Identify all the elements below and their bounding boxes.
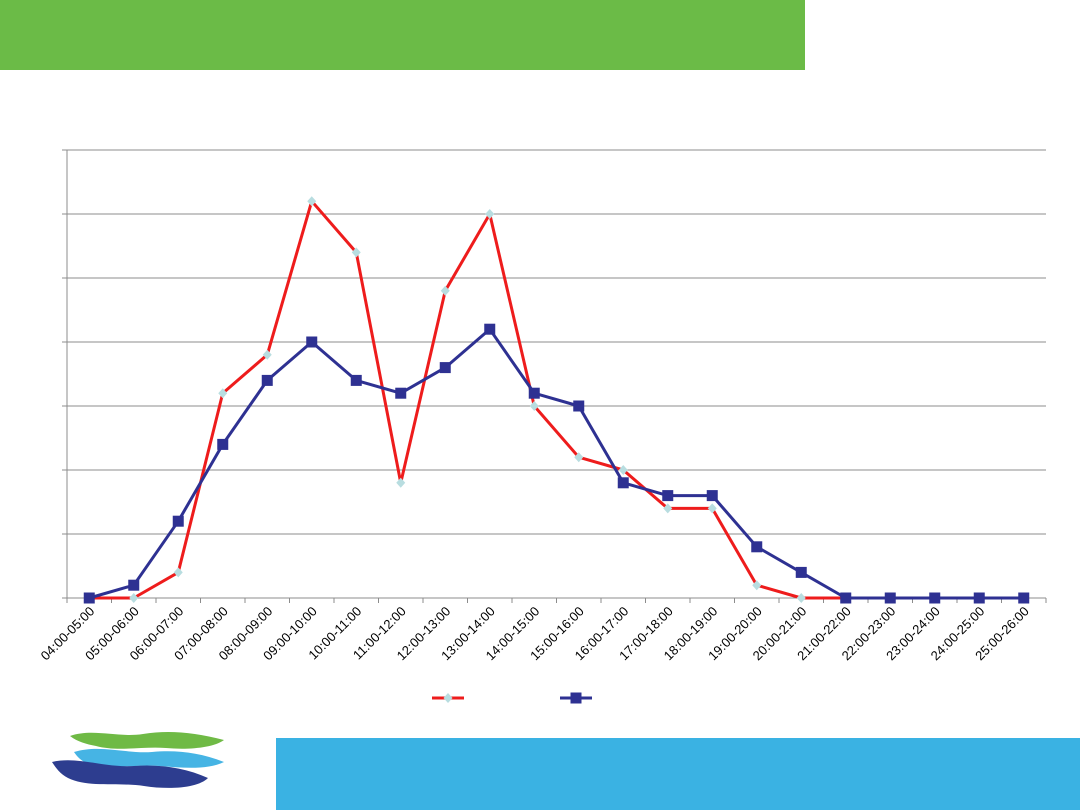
top-header-bar bbox=[0, 0, 805, 70]
series-2-point bbox=[840, 592, 852, 604]
series-2-point bbox=[884, 592, 896, 604]
series-2-point bbox=[573, 400, 585, 412]
series-2-point bbox=[350, 374, 362, 386]
series-1-point bbox=[173, 567, 183, 578]
company-logo bbox=[52, 732, 224, 788]
series-2-point bbox=[751, 541, 763, 553]
series-2-point bbox=[172, 515, 184, 527]
series-2-point bbox=[973, 592, 985, 604]
series-2-point bbox=[795, 566, 807, 578]
series-1-point bbox=[707, 503, 717, 514]
series-2-point bbox=[484, 323, 496, 335]
series-1-point bbox=[307, 196, 317, 207]
series-1-point bbox=[574, 452, 584, 463]
series-1-point bbox=[796, 593, 806, 603]
series-1-point bbox=[485, 209, 495, 219]
x-tick-labels: 04:00-05:0005:00-06:0006:00-07:0007:00-0… bbox=[38, 604, 1032, 664]
data-markers bbox=[83, 196, 1030, 604]
logo-light-blue-wave bbox=[74, 748, 224, 768]
logo-green-wave bbox=[70, 732, 224, 749]
series-2-point bbox=[528, 387, 540, 399]
series-line-2 bbox=[88, 327, 1024, 600]
legend-marker-1 bbox=[443, 693, 453, 703]
series-2-point bbox=[306, 336, 318, 348]
grid-lines bbox=[67, 149, 1046, 535]
series-1-point bbox=[262, 349, 272, 360]
series-2-point bbox=[1018, 592, 1030, 604]
logo-navy-wave bbox=[52, 760, 208, 788]
series-1-point bbox=[529, 401, 539, 411]
series-2-point bbox=[217, 438, 229, 450]
legend-marker-2 bbox=[570, 692, 582, 704]
series-2-point bbox=[439, 362, 451, 374]
series-1-point bbox=[618, 465, 628, 475]
series-2-point bbox=[261, 374, 273, 386]
series-1-point bbox=[218, 388, 228, 399]
series-2-point bbox=[617, 477, 629, 489]
legend bbox=[432, 692, 592, 704]
series-1-point bbox=[752, 580, 762, 591]
series-1-point bbox=[129, 593, 139, 603]
series-1-point bbox=[440, 285, 450, 296]
series-2-point bbox=[83, 592, 95, 604]
bottom-footer-bar bbox=[276, 738, 1080, 810]
series-2-point bbox=[395, 387, 407, 399]
series-2-point bbox=[662, 490, 674, 502]
axes bbox=[62, 149, 1047, 603]
series-lines bbox=[88, 199, 1024, 600]
series-2-point bbox=[128, 579, 140, 591]
series-1-point bbox=[396, 477, 406, 488]
series-2-point bbox=[929, 592, 941, 604]
series-1-point bbox=[351, 247, 361, 258]
series-1-point bbox=[663, 503, 673, 514]
series-2-point bbox=[706, 490, 718, 502]
